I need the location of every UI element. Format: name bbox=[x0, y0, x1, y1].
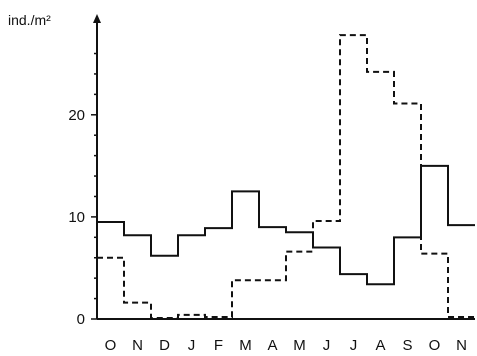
y-axis-arrow bbox=[93, 14, 101, 23]
x-tick-label: O bbox=[429, 337, 441, 354]
y-ticks bbox=[91, 52, 97, 320]
x-tick-label: M bbox=[239, 337, 252, 354]
x-tick-label: N bbox=[132, 337, 143, 354]
x-tick-label: M bbox=[293, 337, 306, 354]
x-tick-label: D bbox=[159, 337, 170, 354]
dashed-series-line bbox=[97, 34, 475, 319]
y-tick-labels: 0 10 20 bbox=[68, 107, 85, 328]
x-tick-label: O bbox=[105, 337, 117, 354]
x-tick-label: A bbox=[267, 337, 277, 354]
y-tick-label: 20 bbox=[68, 107, 85, 124]
x-tick-label: N bbox=[456, 337, 467, 354]
y-axis-label: ind./m² bbox=[8, 12, 51, 28]
x-tick-label: S bbox=[402, 337, 412, 354]
solid-series-line bbox=[97, 164, 475, 286]
x-tick-label: J bbox=[323, 337, 331, 354]
axes bbox=[93, 14, 475, 320]
x-tick-label: F bbox=[214, 337, 223, 354]
x-tick-label: J bbox=[188, 337, 196, 354]
x-tick-label: J bbox=[350, 337, 358, 354]
series-lines bbox=[97, 34, 475, 319]
y-tick-label: 10 bbox=[68, 209, 85, 226]
y-tick-label: 0 bbox=[77, 311, 85, 328]
x-tick-label: A bbox=[375, 337, 385, 354]
